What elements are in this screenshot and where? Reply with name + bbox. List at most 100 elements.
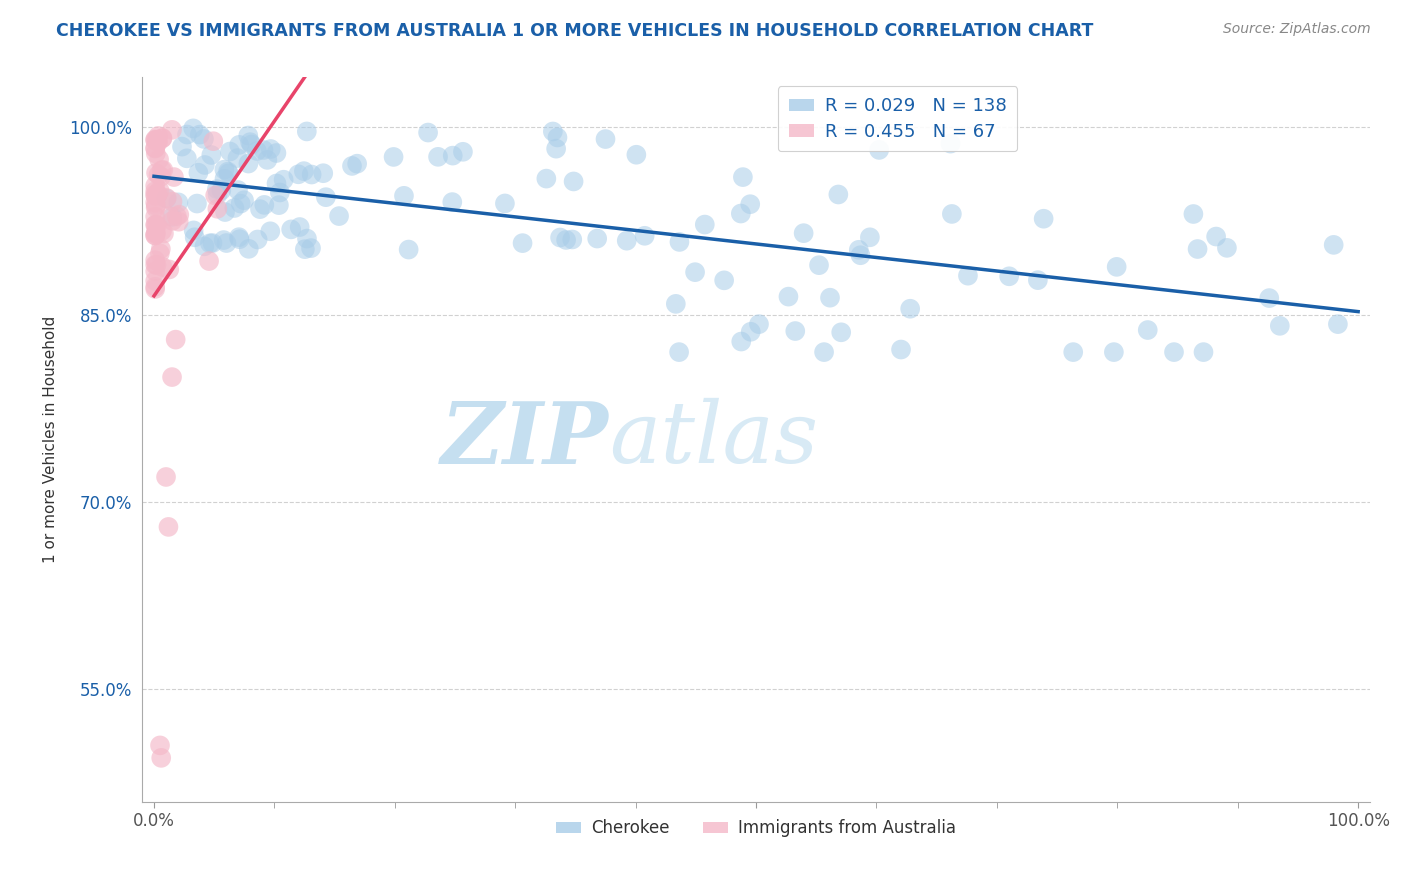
Point (145, 133, 167, 147)
Point (1102, 345, 1125, 359)
Point (145, 227, 167, 241)
Point (1258, 291, 1281, 305)
Point (586, 231, 609, 245)
Legend: Cherokee, Immigrants from Australia: Cherokee, Immigrants from Australia (550, 813, 963, 844)
Point (169, 208, 191, 222)
Point (252, 143, 274, 157)
Point (228, 230, 250, 244)
Point (229, 196, 252, 211)
Point (200, 148, 222, 162)
Point (150, 224, 173, 238)
Point (143, 132, 166, 146)
Point (626, 147, 648, 161)
Point (183, 223, 205, 237)
Text: Source: ZipAtlas.com: Source: ZipAtlas.com (1223, 22, 1371, 37)
Point (143, 178, 166, 193)
Point (145, 146, 167, 161)
Point (683, 265, 706, 279)
Point (536, 171, 558, 186)
Point (731, 170, 754, 185)
Point (562, 174, 585, 188)
Point (143, 195, 166, 210)
Point (155, 470, 177, 484)
Point (188, 128, 211, 142)
Point (561, 232, 583, 246)
Point (150, 169, 173, 184)
Point (813, 345, 835, 359)
Point (183, 230, 205, 244)
Point (266, 177, 288, 191)
Point (143, 184, 166, 198)
Point (280, 222, 302, 236)
Point (1105, 260, 1128, 274)
Point (382, 150, 405, 164)
Point (193, 132, 215, 146)
Point (441, 148, 464, 162)
Point (941, 207, 963, 221)
Point (1323, 238, 1346, 252)
Point (616, 234, 638, 248)
Point (246, 144, 269, 158)
Point (143, 282, 166, 296)
Text: CHEROKEE VS IMMIGRANTS FROM AUSTRALIA 1 OR MORE VEHICLES IN HOUSEHOLD CORRELATIO: CHEROKEE VS IMMIGRANTS FROM AUSTRALIA 1 … (56, 22, 1094, 40)
Point (153, 227, 176, 241)
Point (288, 220, 311, 235)
Point (1136, 323, 1159, 337)
Point (555, 233, 578, 247)
Point (143, 141, 166, 155)
Point (541, 124, 564, 138)
Point (148, 128, 170, 143)
Point (256, 153, 278, 167)
Point (218, 166, 240, 180)
Point (1327, 317, 1350, 331)
Point (246, 232, 269, 246)
Point (145, 227, 167, 241)
Point (209, 184, 232, 198)
Point (548, 230, 571, 244)
Point (146, 133, 169, 147)
Point (159, 209, 181, 223)
Point (1216, 241, 1239, 255)
Point (148, 153, 170, 167)
Point (668, 235, 690, 249)
Point (849, 248, 872, 262)
Point (160, 123, 183, 137)
Point (748, 317, 770, 331)
Point (226, 183, 249, 197)
Point (859, 230, 882, 244)
Y-axis label: 1 or more Vehicles in Household: 1 or more Vehicles in Household (44, 316, 58, 563)
Point (740, 325, 762, 339)
Point (214, 205, 236, 219)
Point (156, 191, 179, 205)
Point (143, 133, 166, 147)
Point (340, 159, 363, 173)
Point (253, 198, 276, 212)
Point (143, 274, 166, 288)
Point (668, 345, 690, 359)
Point (818, 291, 841, 305)
Point (145, 218, 167, 232)
Point (148, 184, 170, 198)
Point (730, 206, 752, 220)
Point (204, 188, 226, 202)
Point (808, 258, 831, 272)
Point (187, 166, 209, 180)
Point (1163, 345, 1185, 359)
Point (238, 156, 260, 170)
Point (163, 169, 186, 184)
Point (146, 218, 169, 232)
Point (165, 333, 187, 347)
Point (176, 128, 198, 142)
Point (269, 186, 291, 200)
Point (1187, 242, 1209, 256)
Point (299, 241, 322, 255)
Point (167, 195, 190, 210)
Point (233, 193, 256, 207)
Point (294, 242, 316, 256)
Point (259, 224, 281, 238)
Point (266, 146, 288, 161)
Point (260, 142, 283, 156)
Point (1182, 207, 1205, 221)
Point (157, 520, 180, 534)
Point (150, 131, 173, 145)
